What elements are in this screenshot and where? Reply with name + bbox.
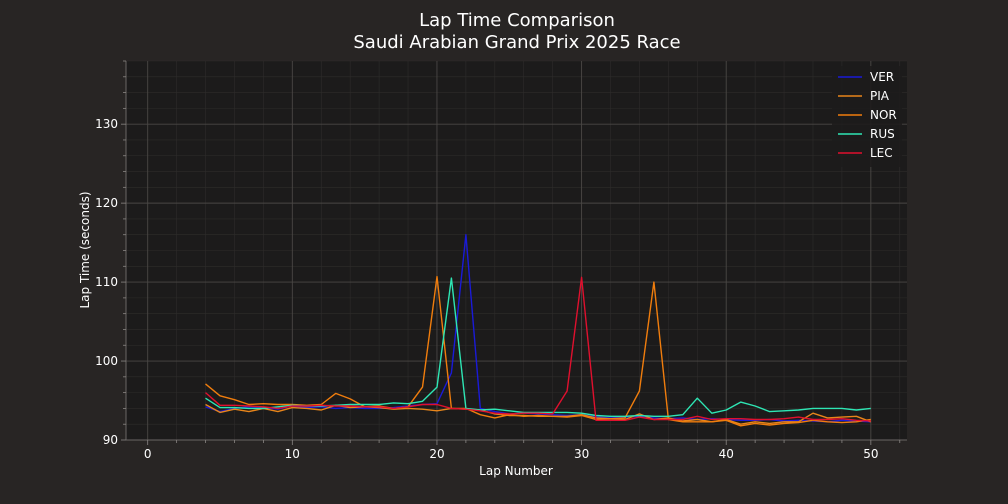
grid (126, 60, 907, 441)
legend-label-lec: LEC (870, 146, 893, 160)
tick-labels: 0 10 20 30 40 50 90 100 110 120 130 (95, 117, 878, 461)
series-line-pia (205, 403, 872, 425)
chart-subtitle: Saudi Arabian Grand Prix 2025 Race (353, 32, 680, 53)
x-tick-label: 50 (863, 447, 878, 461)
series-lines (205, 233, 872, 427)
legend-label-nor: NOR (870, 108, 897, 122)
axes (121, 60, 907, 445)
legend-label-pia: PIA (870, 89, 890, 103)
x-axis-label: Lap Number (479, 464, 553, 478)
y-axis-label: Lap Time (seconds) (78, 191, 92, 308)
x-tick-label: 30 (574, 447, 589, 461)
y-tick-label: 110 (95, 275, 118, 289)
legend-label-ver: VER (870, 70, 894, 84)
x-tick-label: 40 (719, 447, 734, 461)
legend: VER PIA NOR RUS LEC (832, 66, 902, 167)
legend-box (832, 66, 902, 167)
series-line-lec (205, 276, 871, 422)
x-tick-label: 0 (144, 447, 152, 461)
y-tick-label: 90 (103, 433, 118, 447)
y-tick-label: 120 (95, 196, 118, 210)
x-tick-label: 20 (429, 447, 444, 461)
y-tick-label: 100 (95, 354, 118, 368)
x-tick-label: 10 (285, 447, 300, 461)
y-tick-label: 130 (95, 117, 118, 131)
series-line-nor (205, 275, 871, 427)
chart-title: Lap Time Comparison (419, 10, 615, 31)
legend-label-rus: RUS (870, 127, 895, 141)
